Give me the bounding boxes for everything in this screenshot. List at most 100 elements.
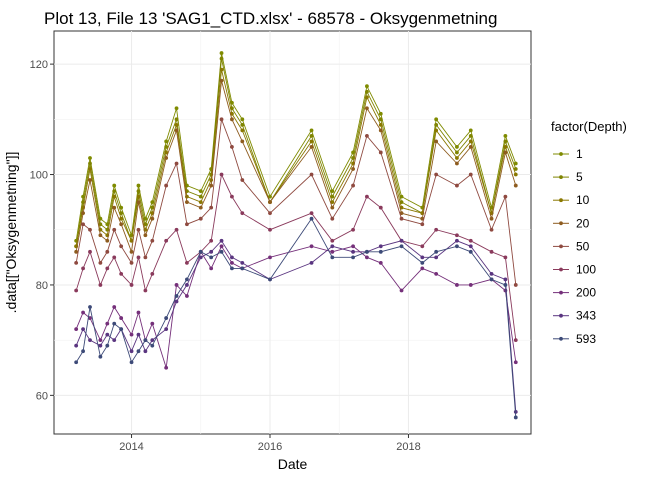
- legend-item: 50: [553, 239, 590, 253]
- data-point: [143, 288, 148, 293]
- data-point: [219, 78, 224, 83]
- data-point: [209, 266, 214, 271]
- data-point: [230, 266, 234, 271]
- data-point: [129, 249, 134, 254]
- data-point: [174, 106, 179, 111]
- data-point: [378, 205, 383, 210]
- data-point: [164, 183, 169, 188]
- data-point: [378, 122, 383, 127]
- data-point: [378, 244, 383, 249]
- data-point: [98, 338, 103, 343]
- data-point: [209, 183, 214, 188]
- series-343: [74, 238, 518, 414]
- legend-key-point: [559, 336, 563, 341]
- data-point: [378, 150, 383, 155]
- data-point: [129, 349, 134, 354]
- data-point: [209, 255, 214, 260]
- data-point: [240, 122, 245, 127]
- data-point: [88, 305, 92, 309]
- data-point: [399, 238, 404, 243]
- data-point: [143, 349, 148, 354]
- legend-item: 5: [553, 170, 583, 184]
- data-point: [240, 139, 245, 144]
- series-10: [74, 67, 518, 249]
- data-point: [240, 128, 245, 133]
- data-point: [81, 310, 85, 315]
- data-point: [434, 139, 439, 144]
- data-point: [119, 222, 124, 227]
- legend-key-point: [559, 152, 563, 156]
- legend-label: 1: [576, 147, 583, 161]
- data-point: [268, 194, 272, 199]
- data-point: [174, 117, 179, 122]
- data-point: [468, 238, 473, 243]
- legend-item: 593: [553, 332, 596, 346]
- data-point: [209, 238, 214, 243]
- data-point: [112, 321, 117, 326]
- data-point: [98, 354, 103, 359]
- data-point: [330, 189, 335, 193]
- data-point: [420, 255, 425, 260]
- data-point: [129, 360, 134, 365]
- data-point: [351, 244, 355, 249]
- data-point: [81, 266, 85, 271]
- data-point: [513, 161, 518, 166]
- data-point: [150, 238, 155, 243]
- data-point: [468, 172, 473, 177]
- data-point: [230, 145, 234, 149]
- y-tick-label: 120: [30, 59, 48, 71]
- data-point: [455, 283, 459, 287]
- data-point: [219, 56, 224, 61]
- data-point: [455, 145, 459, 149]
- data-point: [174, 299, 179, 304]
- data-point: [88, 227, 92, 232]
- data-point: [129, 332, 134, 337]
- data-point: [330, 216, 335, 221]
- data-point: [81, 327, 85, 332]
- series-20: [74, 78, 518, 254]
- data-point: [164, 139, 169, 144]
- data-point: [503, 194, 508, 199]
- data-point: [164, 150, 169, 155]
- data-point: [365, 194, 369, 199]
- data-point: [468, 283, 473, 287]
- data-point: [309, 211, 314, 216]
- data-point: [309, 244, 314, 249]
- legend-label: 343: [576, 309, 596, 323]
- data-point: [119, 316, 124, 320]
- data-point: [240, 211, 245, 216]
- data-point: [136, 332, 141, 337]
- legend-label: 593: [576, 332, 596, 346]
- data-point: [119, 327, 124, 332]
- data-point: [434, 117, 439, 122]
- data-point: [185, 260, 189, 265]
- data-point: [185, 283, 189, 287]
- data-point: [309, 139, 314, 144]
- data-point: [112, 338, 117, 343]
- data-point: [98, 260, 103, 265]
- data-point: [489, 272, 494, 276]
- plot-panel: [53, 30, 532, 435]
- data-point: [420, 222, 425, 227]
- data-point: [198, 249, 203, 254]
- x-tick-label: 2016: [258, 441, 282, 453]
- data-point: [164, 156, 169, 160]
- data-point: [503, 150, 508, 155]
- data-point: [268, 227, 272, 232]
- data-point: [378, 117, 383, 122]
- series-layer: [74, 51, 518, 420]
- data-point: [468, 145, 473, 149]
- data-point: [219, 238, 224, 243]
- legend-label: 5: [576, 170, 583, 184]
- data-point: [74, 327, 79, 332]
- data-point: [88, 178, 92, 182]
- data-point: [219, 244, 224, 249]
- data-point: [219, 249, 224, 254]
- data-point: [136, 194, 141, 199]
- data-point: [185, 277, 189, 282]
- data-point: [365, 249, 369, 254]
- legend-key-point: [559, 175, 563, 180]
- legend-label: 10: [576, 193, 590, 207]
- data-point: [174, 294, 179, 298]
